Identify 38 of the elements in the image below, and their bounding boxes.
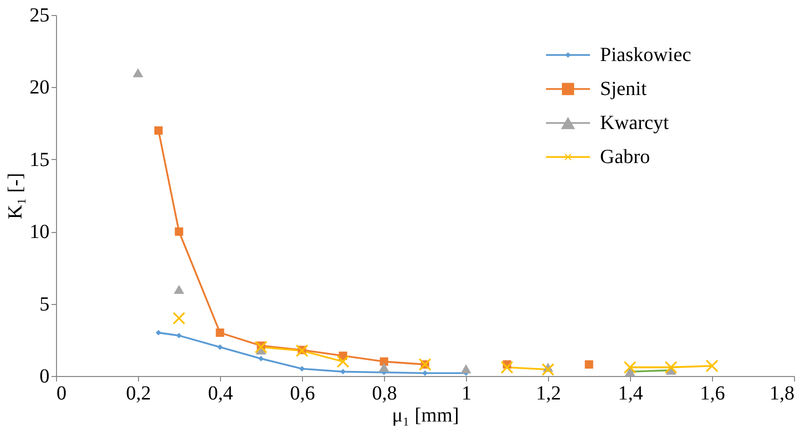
point <box>500 361 514 374</box>
legend-label: Gabro <box>600 146 650 168</box>
point <box>460 364 472 374</box>
x-tick-label: 0,4 <box>208 382 233 404</box>
x-tick-label: 0,6 <box>290 382 315 404</box>
point <box>542 363 554 376</box>
y-tick-label: 10 <box>30 221 50 244</box>
x-tick-label: 1,6 <box>700 382 725 404</box>
legend-label: Piaskowiec <box>600 44 692 66</box>
point <box>664 361 678 374</box>
point <box>156 330 162 336</box>
point <box>132 68 144 78</box>
point <box>176 332 182 338</box>
y-tick-label: 25 <box>30 4 50 26</box>
point <box>174 284 184 294</box>
x-tick-label: 1,4 <box>618 382 643 404</box>
legend-label: Kwarcyt <box>600 112 670 134</box>
point <box>174 227 184 236</box>
point <box>706 360 718 372</box>
point <box>217 344 223 350</box>
y-tick-label: 0 <box>40 366 50 388</box>
x-tick-label: 1,8 <box>770 382 794 404</box>
legend-label: Sjenit <box>600 78 648 100</box>
point <box>624 361 636 374</box>
y-tick-label: 20 <box>30 76 50 99</box>
point <box>154 126 163 135</box>
x-tick-label: 0 <box>56 382 66 404</box>
x-tick-label: 1,2 <box>536 382 561 404</box>
x-tick-label: 0,8 <box>372 382 397 404</box>
y-tick-label: 5 <box>40 293 50 316</box>
point <box>216 328 224 337</box>
x-tick-label: 1 <box>462 382 472 404</box>
x-axis-title: μ₁ [mm] <box>392 404 460 426</box>
y-tick-label: 15 <box>30 148 50 171</box>
point <box>378 362 390 372</box>
point <box>584 360 594 369</box>
y-axis-title: K₁ [-] <box>4 172 26 220</box>
x-tick-label: 0,2 <box>126 382 151 404</box>
